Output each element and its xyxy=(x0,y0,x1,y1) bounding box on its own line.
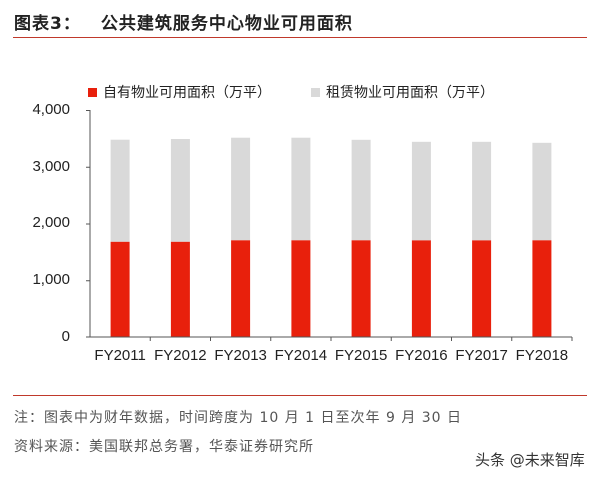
figure-label: 图表3： xyxy=(14,14,81,34)
source-note: 资料来源：美国联邦总务署，华泰证券研究所 xyxy=(14,439,314,455)
title-rule xyxy=(13,37,587,38)
y-tick-2000: 2,000 xyxy=(32,214,70,231)
bar-segment-owned xyxy=(170,241,190,337)
bar-segment-leased xyxy=(231,137,251,241)
y-tick-4000: 4,000 xyxy=(32,101,70,118)
bar-segment-leased xyxy=(110,139,130,242)
bars-group xyxy=(110,137,552,337)
bar-segment-leased xyxy=(351,139,371,241)
bar-segment-owned xyxy=(351,240,371,337)
x-tick-label: FY2013 xyxy=(214,347,267,364)
legend-label-leased: 租赁物业可用面积（万平） xyxy=(326,85,494,101)
x-tick-label: FY2012 xyxy=(154,347,207,364)
bar-segment-leased xyxy=(170,139,190,242)
legend-swatch-owned-icon xyxy=(88,87,97,97)
bar-segment-leased xyxy=(291,137,311,241)
x-tick-label: FY2011 xyxy=(94,347,146,364)
figure-title: 公共建筑服务中心物业可用面积 xyxy=(100,14,353,34)
bar-segment-owned xyxy=(110,241,130,337)
legend-label-owned: 自有物业可用面积（万平） xyxy=(103,85,271,101)
legend-item-owned: 自有物业可用面积（万平） xyxy=(88,82,271,102)
bar-segment-owned xyxy=(411,240,431,337)
legend-swatch-leased-icon xyxy=(311,87,320,97)
y-tick-1000: 1,000 xyxy=(32,271,70,288)
legend-item-leased: 租赁物业可用面积（万平） xyxy=(311,82,494,102)
bar-segment-owned xyxy=(472,240,492,337)
x-tick-label: FY2018 xyxy=(515,347,569,364)
bar-segment-leased xyxy=(411,141,431,241)
footnote: 注：图表中为财年数据，时间跨度为 10 月 1 日至次年 9 月 30 日 xyxy=(14,410,463,426)
watermark: 头条 @未来智库 xyxy=(475,451,585,469)
bar-segment-leased xyxy=(532,142,552,241)
chart-title: 图表3： 公共建筑服务中心物业可用面积 xyxy=(14,9,353,34)
bar-segment-owned xyxy=(291,240,311,337)
axes xyxy=(86,110,573,341)
footer-rule xyxy=(13,395,587,396)
bar-segment-owned xyxy=(231,240,251,337)
y-tick-0: 0 xyxy=(61,328,70,345)
x-tick-label: FY2014 xyxy=(274,347,328,364)
x-tick-label: FY2016 xyxy=(395,347,448,364)
bar-segment-leased xyxy=(472,141,492,241)
x-tick-label: FY2017 xyxy=(455,347,508,364)
y-tick-3000: 3,000 xyxy=(32,158,70,175)
bar-segment-owned xyxy=(532,240,552,337)
legend: 自有物业可用面积（万平） 租赁物业可用面积（万平） xyxy=(88,82,494,102)
x-tick-label: FY2015 xyxy=(334,347,388,364)
